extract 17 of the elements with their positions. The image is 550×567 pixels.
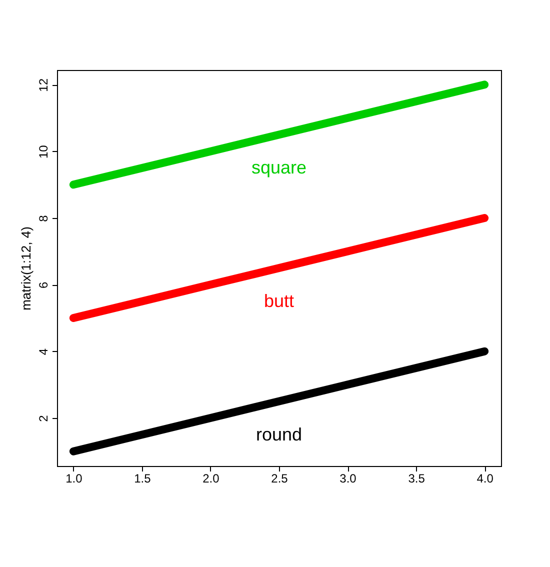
- y-tick-label: 10: [36, 144, 50, 159]
- y-tick-label: 6: [36, 282, 50, 289]
- x-tick-label: 2.5: [271, 472, 288, 486]
- x-tick-label: 1.0: [66, 472, 83, 486]
- x-tick-label: 3.5: [408, 472, 426, 486]
- y-tick-label: 12: [36, 78, 50, 92]
- y-tick-label: 4: [36, 348, 50, 356]
- series-label: round: [256, 424, 302, 444]
- series-label: square: [251, 158, 307, 178]
- y-tick-label: 8: [36, 214, 50, 222]
- x-tick-label: 4.0: [476, 472, 494, 486]
- x-tick-label: 3.0: [340, 472, 357, 486]
- y-tick-label: 2: [36, 414, 50, 422]
- x-tick-label: 1.5: [134, 472, 152, 486]
- y-axis-title: matrix(1:12, 4): [18, 226, 34, 310]
- x-tick-label: 2.0: [202, 472, 220, 486]
- series-label: butt: [264, 291, 294, 311]
